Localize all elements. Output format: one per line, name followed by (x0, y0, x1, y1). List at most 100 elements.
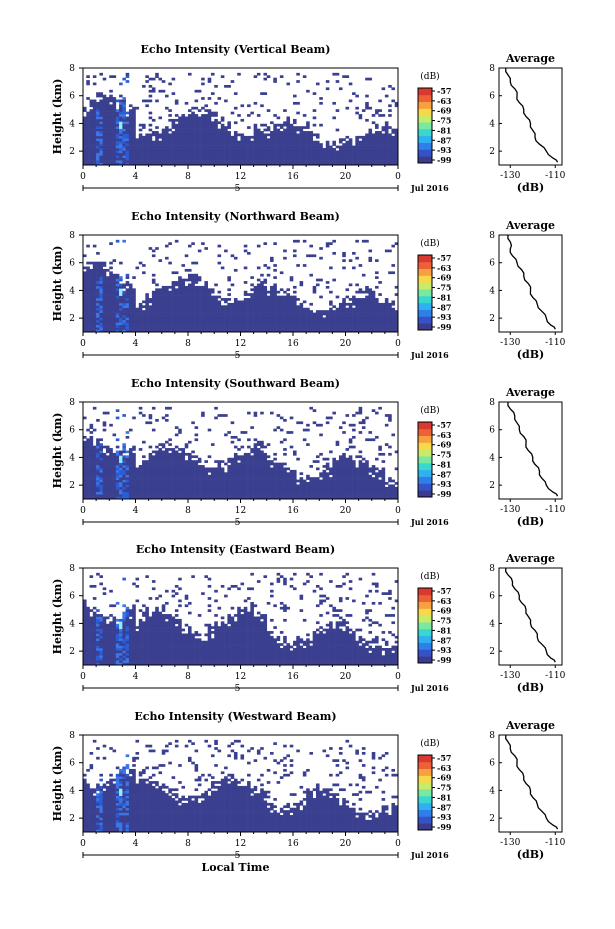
echo-cell (96, 94, 100, 98)
echo-cell (174, 315, 179, 318)
echo-cell (138, 406, 143, 410)
echo-cell (184, 307, 189, 311)
echo-cell (214, 298, 218, 301)
panel-3: Echo Intensity (Southward Beam)2468Heigh… (51, 377, 566, 528)
echo-cell (230, 486, 235, 490)
echo-cell (201, 317, 205, 321)
echo-cell (293, 131, 297, 134)
echo-cell (165, 317, 169, 321)
echo-cell (253, 143, 258, 146)
echo-cell (102, 97, 107, 100)
echo-cell (201, 82, 205, 86)
echo-cell (384, 133, 389, 137)
echo-cell (181, 131, 186, 134)
echo-cell (119, 138, 123, 142)
echo-cell (92, 276, 97, 279)
echo-cell (365, 324, 369, 328)
echo-cell (224, 135, 228, 139)
echo-cell (119, 128, 123, 132)
echo-cell (158, 140, 163, 144)
colorbar-tick-label: -69 (437, 273, 452, 283)
echo-cell (309, 319, 313, 323)
echo-cell (230, 135, 235, 139)
echo-cell (119, 477, 123, 480)
echo-cell (358, 135, 363, 139)
echo-cell (233, 150, 238, 154)
echo-cell (256, 494, 261, 497)
echo-cell (197, 467, 202, 471)
echo-cell (293, 152, 297, 156)
echo-cell (289, 162, 294, 165)
echo-cell (210, 474, 215, 478)
echo-cell (92, 118, 97, 122)
echo-cell (237, 300, 241, 304)
echo-cell (171, 283, 176, 287)
echo-cell (247, 157, 251, 161)
echo-cell (161, 300, 166, 304)
echo-cell (92, 99, 97, 103)
echo-cell (279, 310, 284, 313)
echo-cell (194, 460, 199, 463)
echo-cell (332, 116, 336, 120)
echo-cell (319, 295, 323, 299)
echo-cell (109, 143, 113, 146)
echo-cell (220, 474, 225, 478)
echo-cell (247, 160, 251, 163)
echo-cell (243, 329, 248, 332)
echo-cell (128, 450, 133, 454)
echo-cell (158, 310, 163, 313)
echo-cell (92, 448, 97, 451)
echo-cell (168, 140, 172, 144)
echo-cell (207, 128, 212, 132)
echo-cell (142, 319, 146, 323)
echo-cell (378, 138, 382, 142)
echo-cell (240, 317, 245, 321)
echo-cell (168, 150, 172, 154)
echo-cell (273, 310, 277, 313)
echo-cell (181, 155, 186, 159)
echo-cell (276, 472, 281, 476)
echo-cell (128, 491, 133, 495)
echo-cell (161, 285, 166, 289)
echo-cell (181, 162, 186, 165)
echo-cell (148, 111, 153, 115)
echo-cell (250, 484, 254, 488)
echo-cell (361, 145, 366, 149)
echo-cell (227, 140, 231, 144)
y-tick-label: 4 (69, 119, 75, 129)
echo-cell (247, 312, 251, 316)
echo-cell (217, 327, 222, 330)
echo-cell (273, 317, 277, 321)
echo-cell (83, 435, 87, 439)
echo-cell (174, 445, 179, 449)
echo-cell (112, 317, 117, 321)
echo-cell (122, 322, 126, 326)
echo-cell (312, 109, 317, 112)
echo-cell (168, 135, 172, 139)
echo-cell (188, 460, 192, 463)
echo-cell (83, 152, 87, 156)
echo-cell (342, 160, 346, 163)
echo-cell (220, 486, 225, 490)
echo-cell (263, 315, 268, 318)
echo-cell (270, 300, 274, 304)
echo-cell (145, 482, 149, 485)
echo-cell (158, 462, 163, 466)
echo-cell (168, 312, 172, 316)
echo-cell (99, 467, 103, 471)
echo-cell (99, 143, 103, 146)
echo-cell (253, 133, 258, 137)
echo-cell (145, 327, 149, 330)
echo-cell (86, 494, 90, 497)
echo-cell (168, 465, 172, 468)
echo-cell (210, 491, 215, 495)
echo-cell (299, 152, 304, 156)
echo-cell (184, 295, 189, 299)
echo-cell (322, 160, 327, 163)
echo-cell (191, 486, 195, 490)
echo-cell (201, 160, 205, 163)
echo-cell (155, 72, 159, 76)
echo-cell (391, 145, 396, 149)
echo-cell (148, 496, 153, 499)
echo-cell (299, 162, 304, 165)
